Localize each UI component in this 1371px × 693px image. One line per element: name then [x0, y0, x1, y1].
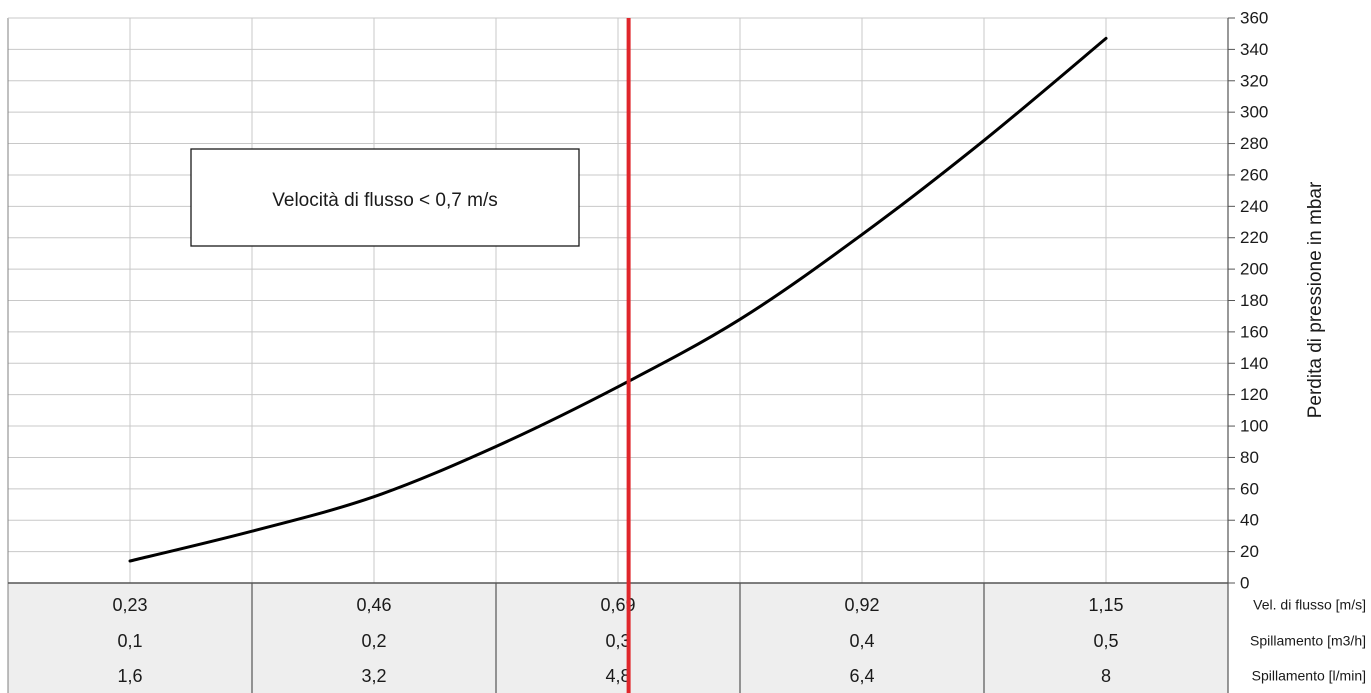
- annotation-box: Velocità di flusso < 0,7 m/s: [190, 148, 580, 247]
- table-cell: 0,5: [1093, 631, 1118, 651]
- table-background: [8, 583, 1228, 693]
- table-cell: 0,2: [361, 631, 386, 651]
- x-value-table: 0,23 0,46 0,69 0,92 1,15 Vel. di flusso [m/s]…: [8, 18, 1366, 693]
- y-tick-label: 80: [1240, 448, 1259, 467]
- y-tick-label: 40: [1240, 511, 1259, 530]
- table-cell: 1,15: [1088, 595, 1123, 615]
- y-tick-label: 340: [1240, 40, 1268, 59]
- table-row-label: Spillamento [l/min]: [1252, 668, 1366, 684]
- table-cell: 8: [1101, 666, 1111, 686]
- table-cell: 0,92: [844, 595, 879, 615]
- y-tick-label: 320: [1240, 71, 1268, 90]
- y-tick-label: 200: [1240, 260, 1268, 279]
- y-tick-label: 240: [1240, 197, 1268, 216]
- table-cell: 0,1: [117, 631, 142, 651]
- y-tick-label: 120: [1240, 385, 1268, 404]
- grid: [7, 17, 1228, 693]
- pressure-loss-curve: [128, 36, 1108, 563]
- annotation-frame: [190, 148, 580, 247]
- y-tick-label: 180: [1240, 291, 1268, 310]
- table-cell: 3,2: [361, 666, 386, 686]
- table-cell: 4,8: [605, 666, 630, 686]
- y-tick-label: 140: [1240, 354, 1268, 373]
- y-tick-label: 100: [1240, 417, 1268, 436]
- table-cell: 0,4: [849, 631, 874, 651]
- y-tick-label: 280: [1240, 134, 1268, 153]
- y-tick-label: 360: [1240, 8, 1268, 27]
- table-cell: 0,23: [112, 595, 147, 615]
- table-cell: 1,6: [117, 666, 142, 686]
- table-cell: 6,4: [849, 666, 874, 686]
- y-axis: 0 20 40 60 80 100 120 140 160 180 200 220 240 260 280 3…: [1228, 8, 1268, 592]
- y-tick-label: 260: [1240, 165, 1268, 184]
- y-tick-label: 60: [1240, 479, 1259, 498]
- table-row-label: Spillamento [m3/h]: [1250, 633, 1366, 649]
- table-cell: 0,3: [605, 631, 630, 651]
- y-tick-label: 300: [1240, 103, 1268, 122]
- table-row-label: Vel. di flusso [m/s]: [1253, 597, 1366, 613]
- y-tick-label: 0: [1240, 573, 1249, 592]
- y-tick-label: 20: [1240, 542, 1259, 561]
- y-axis-label: Perdita di pressione in mbar: [1305, 181, 1326, 418]
- table-cell: 0,46: [356, 595, 391, 615]
- y-tick-label: 220: [1240, 228, 1268, 247]
- y-tick-label: 160: [1240, 322, 1268, 341]
- annotation-text: Velocità di flusso < 0,7 m/s: [272, 190, 497, 211]
